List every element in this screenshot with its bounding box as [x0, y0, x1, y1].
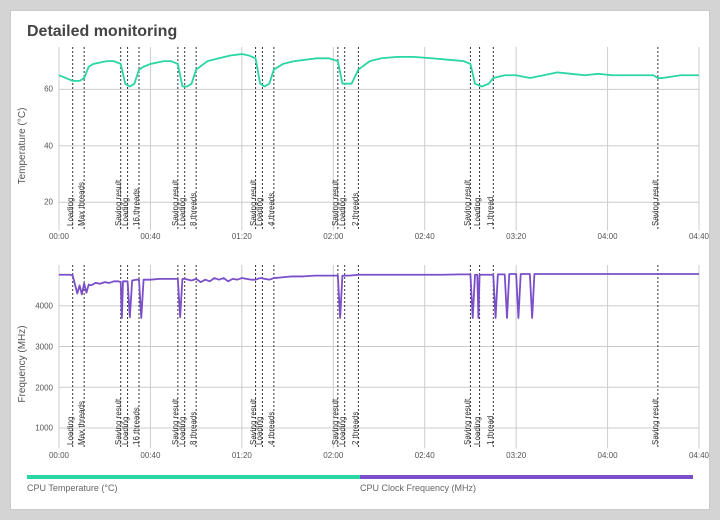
monitoring-panel: Detailed monitoring Temperature (°C) 204…: [10, 10, 710, 510]
ytick: 40: [44, 141, 53, 150]
phase-marker-label: 2 threads: [351, 411, 360, 444]
frequency-chart: Frequency (MHz) 1000200030004000 00:0000…: [11, 261, 709, 466]
phase-marker-label: Saving result: [463, 180, 472, 226]
phase-marker-label: 2 threads: [351, 193, 360, 226]
freq-yaxis: 1000 2000 3000 4000: [11, 265, 57, 448]
phase-marker-label: Loading: [338, 416, 347, 444]
legend-seg-freq: [360, 475, 693, 479]
phase-marker-label: 8 threads: [189, 411, 198, 444]
legend: CPU Temperature (°C) CPU Clock Frequency…: [27, 475, 693, 501]
phase-marker-label: Saving result: [651, 398, 660, 444]
legend-label-temp: CPU Temperature (°C): [27, 483, 117, 493]
xtick: 02:00: [323, 232, 343, 241]
freq-xaxis: 00:0000:4001:2002:0002:4003:2004:0004:40: [59, 451, 699, 465]
phase-marker-label: 1 thread: [486, 197, 495, 226]
phase-marker-label: Loading: [473, 198, 482, 226]
ytick: 1000: [35, 424, 53, 433]
temp-xaxis: 00:0000:4001:2002:0002:4003:2004:0004:40: [59, 232, 699, 246]
ytick: 60: [44, 85, 53, 94]
xtick: 02:40: [415, 232, 435, 241]
phase-marker-label: Loading: [178, 198, 187, 226]
legend-seg-temp: [27, 475, 360, 479]
xtick: 00:40: [140, 232, 160, 241]
xtick: 02:00: [323, 451, 343, 460]
phase-marker-label: Loading: [121, 416, 130, 444]
temp-plot: [59, 47, 699, 230]
phase-marker-label: 4 threads: [267, 193, 276, 226]
phase-marker-label: Loading: [121, 198, 130, 226]
xtick: 00:00: [49, 451, 69, 460]
xtick: 00:00: [49, 232, 69, 241]
ytick: 2000: [35, 383, 53, 392]
ytick: 4000: [35, 302, 53, 311]
phase-marker-label: Loading: [255, 198, 264, 226]
xtick: 01:20: [232, 451, 252, 460]
xtick: 04:40: [689, 232, 709, 241]
phase-marker-label: 8 threads: [189, 193, 198, 226]
phase-marker-label: Loading: [338, 198, 347, 226]
xtick: 02:40: [415, 451, 435, 460]
phase-marker-label: Loading: [255, 416, 264, 444]
xtick: 03:20: [506, 232, 526, 241]
legend-label-freq: CPU Clock Frequency (MHz): [360, 483, 476, 493]
phase-marker-label: 4 threads: [267, 411, 276, 444]
phase-marker-label: 16 threads: [132, 407, 141, 445]
panel-title: Detailed monitoring: [11, 11, 709, 45]
phase-marker-label: Max threads: [77, 182, 86, 226]
phase-marker-label: Loading: [473, 416, 482, 444]
temp-yaxis: 20 40 60: [11, 47, 57, 230]
xtick: 04:00: [598, 451, 618, 460]
xtick: 04:40: [689, 451, 709, 460]
xtick: 03:20: [506, 451, 526, 460]
phase-marker-label: Saving result: [651, 180, 660, 226]
phase-marker-label: Saving result: [463, 398, 472, 444]
xtick: 01:20: [232, 232, 252, 241]
xtick: 00:40: [140, 451, 160, 460]
freq-plot: [59, 265, 699, 448]
phase-marker-label: Loading: [66, 416, 75, 444]
ytick: 3000: [35, 342, 53, 351]
phase-marker-label: 1 thread: [486, 415, 495, 444]
temperature-chart: Temperature (°C) 204060 00:0000:4001:200…: [11, 43, 709, 248]
phase-marker-label: Loading: [178, 416, 187, 444]
ytick: 20: [44, 198, 53, 207]
xtick: 04:00: [598, 232, 618, 241]
phase-marker-label: 16 threads: [132, 189, 141, 227]
phase-marker-label: Max threads: [77, 401, 86, 445]
charts-area: Temperature (°C) 204060 00:0000:4001:200…: [11, 43, 709, 471]
phase-marker-label: Loading: [66, 198, 75, 226]
